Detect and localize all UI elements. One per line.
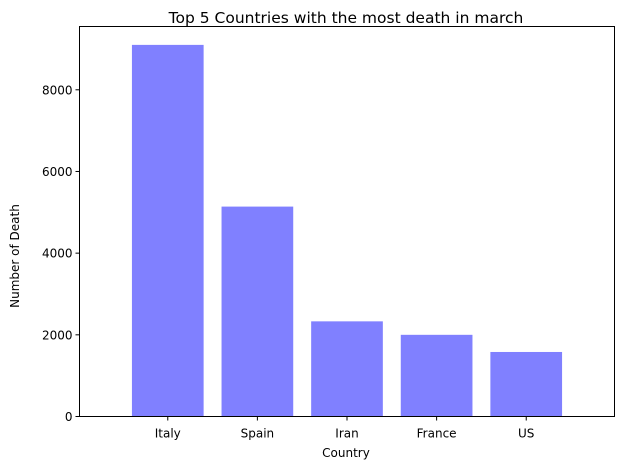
y-tick-label: 2000 [42, 328, 73, 342]
bar-italy [131, 44, 204, 417]
y-axis-ticks: 0 2000 4000 6000 8000 [42, 83, 80, 424]
bar-us [490, 351, 563, 417]
y-tick-label: 8000 [42, 83, 73, 97]
bars [131, 44, 563, 417]
y-tick-label: 0 [65, 410, 73, 424]
y-tick-label: 4000 [42, 247, 73, 261]
bar-iran [311, 321, 383, 417]
x-tick-label: Italy [155, 427, 181, 441]
x-tick-label: France [417, 427, 457, 441]
y-tick-label: 6000 [42, 165, 73, 179]
x-axis-label: Country [322, 446, 370, 460]
bar-spain [221, 206, 294, 417]
x-tick-label: Spain [241, 427, 275, 441]
x-tick-label: US [518, 427, 534, 441]
x-tick-label: Iran [335, 427, 358, 441]
plot-frame [79, 26, 615, 417]
bar-france [400, 334, 473, 417]
chart-title: Top 5 Countries with the most death in m… [168, 9, 524, 27]
y-axis-label: Number of Death [8, 204, 22, 308]
x-axis-ticks: Italy Spain Iran France US [155, 416, 534, 441]
